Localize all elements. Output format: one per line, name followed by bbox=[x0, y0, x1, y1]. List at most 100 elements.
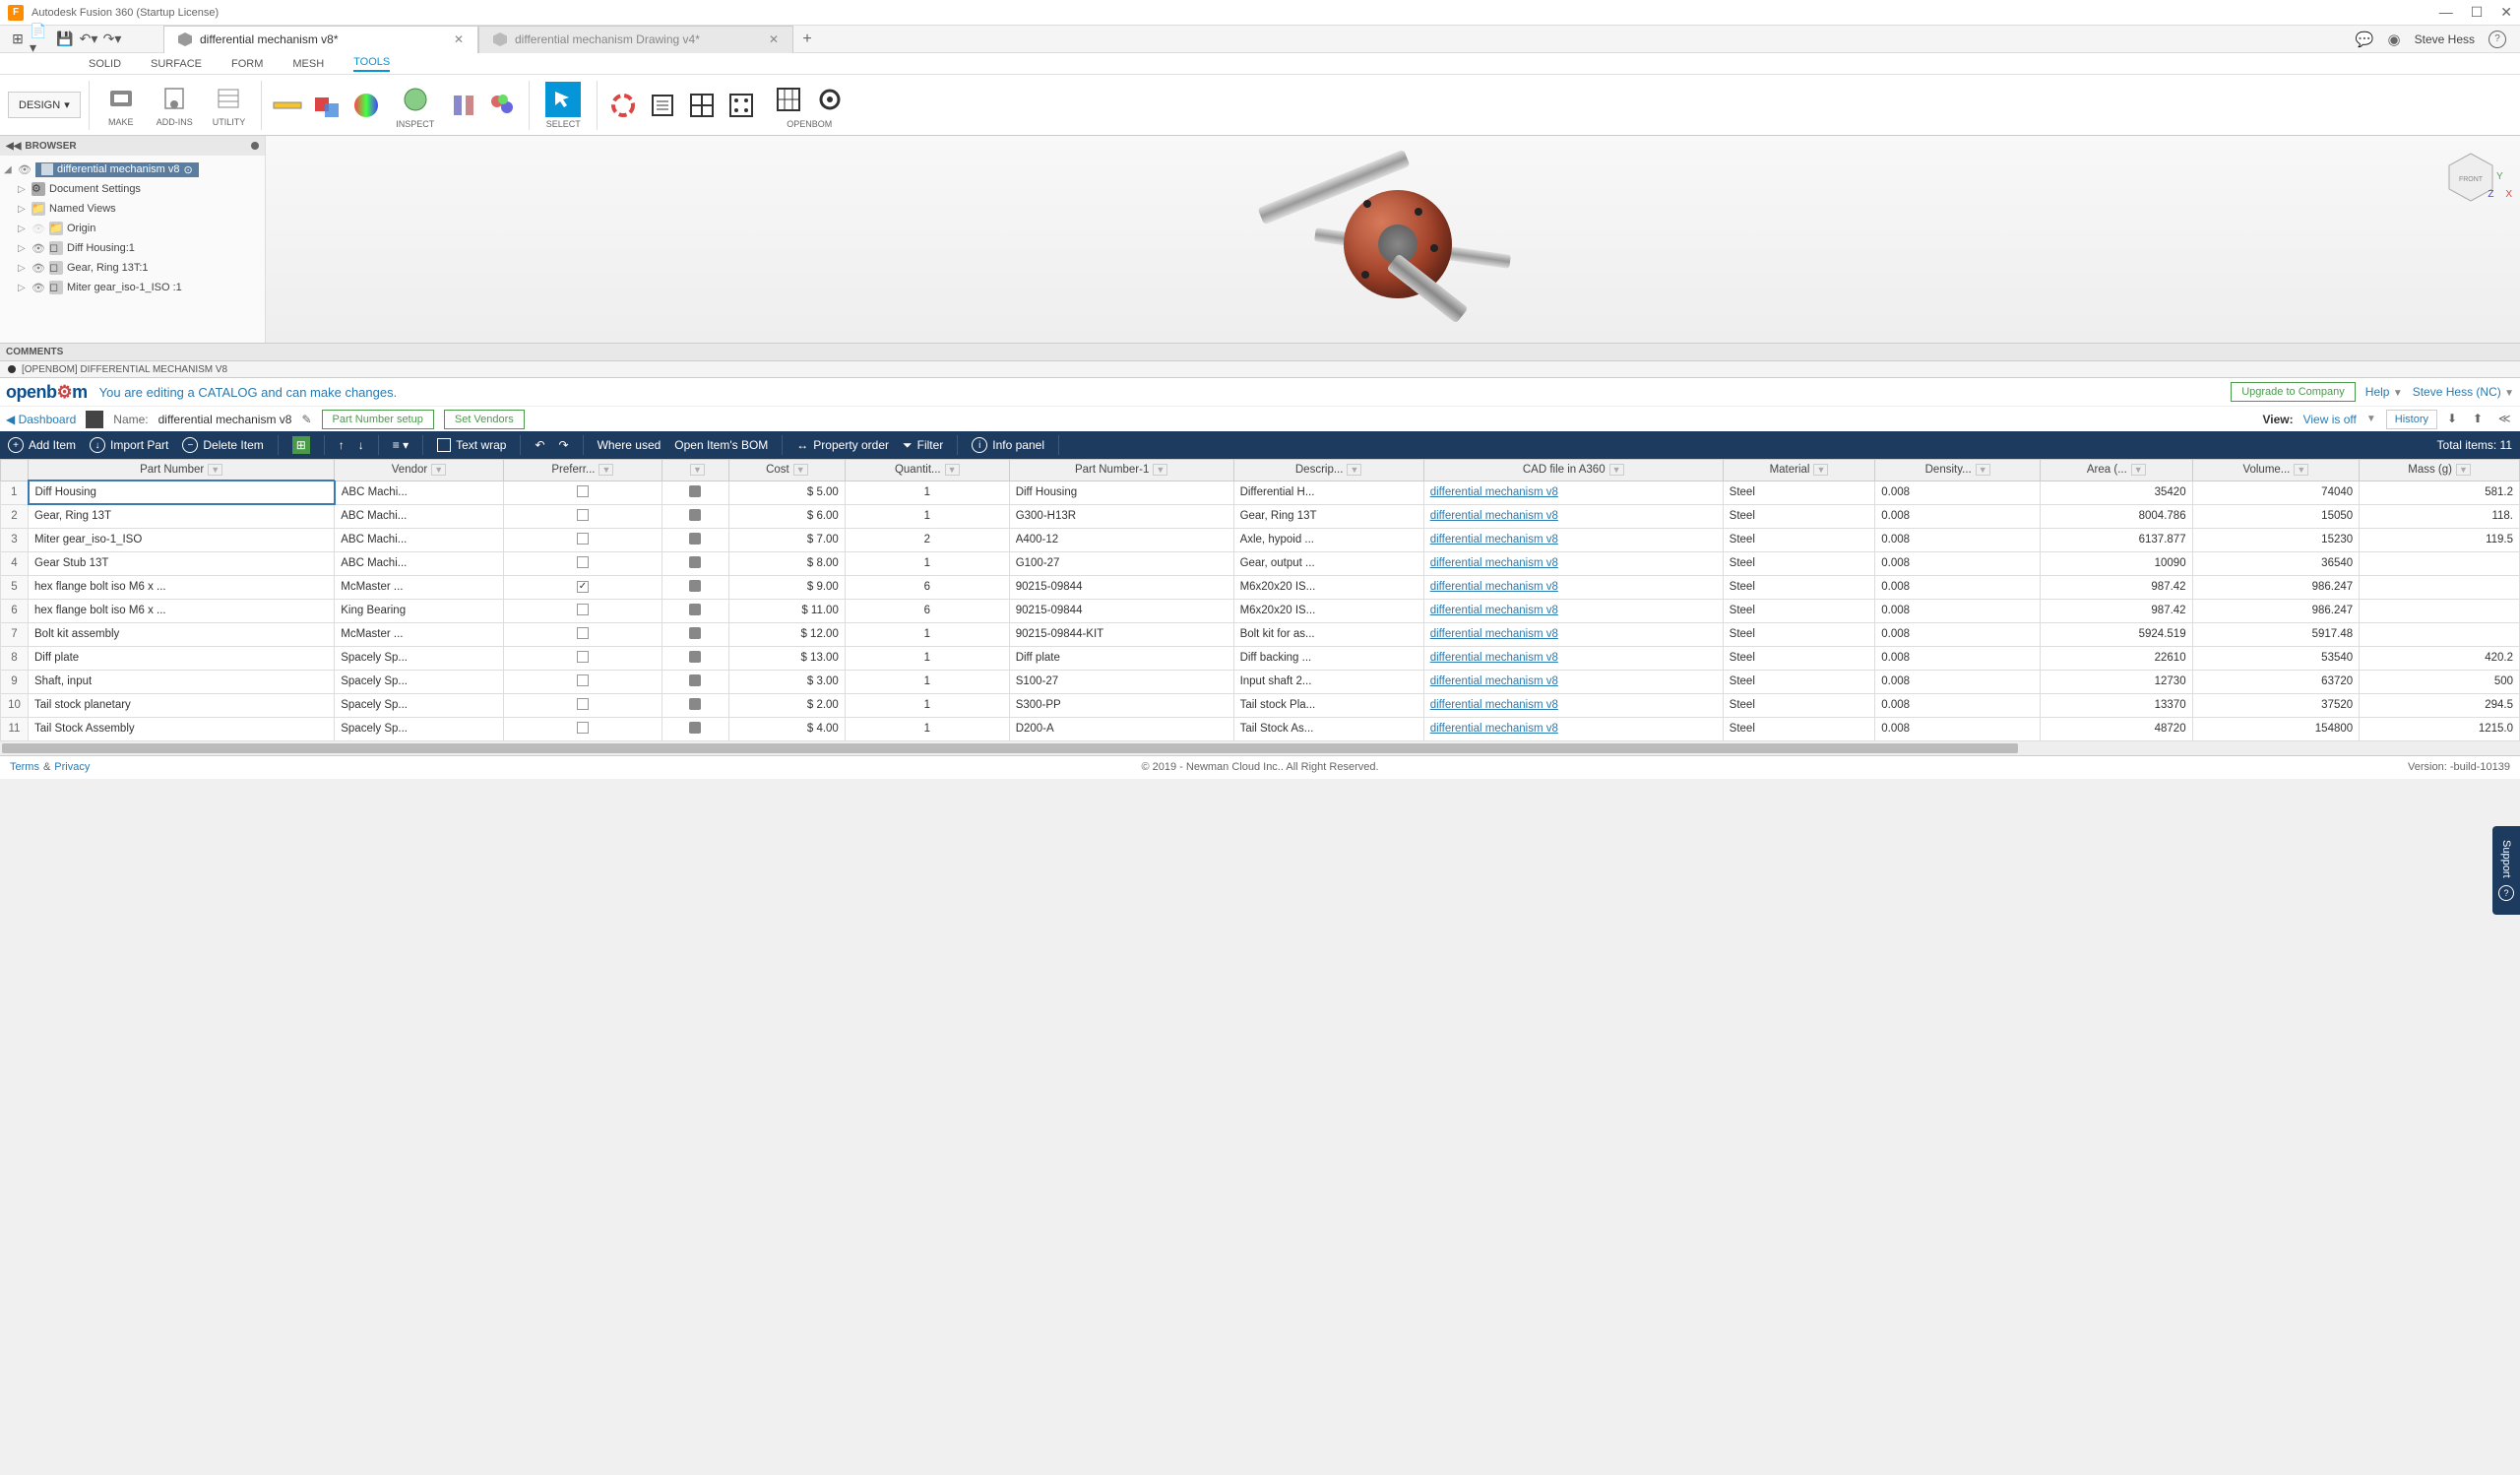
cell-thumbnail[interactable] bbox=[662, 693, 729, 717]
cell-description[interactable]: Gear, Ring 13T bbox=[1233, 504, 1423, 528]
table-row[interactable]: 9 Shaft, input Spacely Sp... $ 3.00 1 S1… bbox=[1, 670, 2520, 693]
history-button[interactable]: History bbox=[2386, 410, 2437, 429]
add-item-button[interactable]: +Add Item bbox=[8, 437, 76, 453]
cell-part-number-1[interactable]: 90215-09844 bbox=[1009, 599, 1233, 622]
cell-material[interactable]: Steel bbox=[1723, 717, 1875, 740]
cell-material[interactable]: Steel bbox=[1723, 575, 1875, 599]
cell-part-number[interactable]: Gear, Ring 13T bbox=[29, 504, 335, 528]
cell-quantity[interactable]: 1 bbox=[845, 670, 1009, 693]
cell-part-number-1[interactable]: G100-27 bbox=[1009, 551, 1233, 575]
cell-mass[interactable]: 118. bbox=[2360, 504, 2520, 528]
cell-thumbnail[interactable] bbox=[662, 481, 729, 504]
tree-node[interactable]: ▷📁Named Views bbox=[4, 199, 261, 219]
import-part-button[interactable]: ↓Import Part bbox=[90, 437, 168, 453]
new-tab-button[interactable]: + bbox=[793, 26, 821, 53]
cell-area[interactable]: 48720 bbox=[2040, 717, 2192, 740]
cell-thumbnail[interactable] bbox=[662, 717, 729, 740]
cell-thumbnail[interactable] bbox=[662, 646, 729, 670]
cell-area[interactable]: 12730 bbox=[2040, 670, 2192, 693]
dashboard-link[interactable]: ◀ Dashboard bbox=[6, 413, 76, 426]
user-name[interactable]: Steve Hess bbox=[2415, 32, 2475, 46]
undo-button[interactable]: ↶ bbox=[535, 438, 544, 452]
cell-mass[interactable] bbox=[2360, 551, 2520, 575]
text-wrap-toggle[interactable]: Text wrap bbox=[437, 438, 506, 452]
cell-area[interactable]: 13370 bbox=[2040, 693, 2192, 717]
table-row[interactable]: 7 Bolt kit assembly McMaster ... $ 12.00… bbox=[1, 622, 2520, 646]
cell-quantity[interactable]: 1 bbox=[845, 717, 1009, 740]
where-used-button[interactable]: Where used bbox=[598, 438, 662, 452]
view-state[interactable]: View is off bbox=[2303, 413, 2357, 426]
cell-volume[interactable]: 63720 bbox=[2192, 670, 2360, 693]
filter-button[interactable]: ⏷Filter bbox=[903, 438, 943, 453]
info-panel-button[interactable]: iInfo panel bbox=[972, 437, 1044, 453]
cell-thumbnail[interactable] bbox=[662, 575, 729, 599]
cell-material[interactable]: Steel bbox=[1723, 481, 1875, 504]
section-icon[interactable] bbox=[446, 88, 481, 123]
browser-header[interactable]: ◀◀ BROWSER bbox=[0, 136, 265, 156]
cell-vendor[interactable]: McMaster ... bbox=[335, 575, 503, 599]
cell-mass[interactable]: 1215.0 bbox=[2360, 717, 2520, 740]
cell-description[interactable]: M6x20x20 IS... bbox=[1233, 575, 1423, 599]
import-icon[interactable]: ⬆ bbox=[2473, 412, 2488, 427]
export-icon[interactable]: ⬇ bbox=[2447, 412, 2463, 427]
table-row[interactable]: 3 Miter gear_iso-1_ISO ABC Machi... $ 7.… bbox=[1, 528, 2520, 551]
table-row[interactable]: 11 Tail Stock Assembly Spacely Sp... $ 4… bbox=[1, 717, 2520, 740]
cell-volume[interactable]: 154800 bbox=[2192, 717, 2360, 740]
ribbon-tab-mesh[interactable]: MESH bbox=[292, 58, 324, 70]
cell-volume[interactable]: 74040 bbox=[2192, 481, 2360, 504]
view-dropdown-icon[interactable]: ▼ bbox=[2366, 414, 2376, 424]
cell-vendor[interactable]: Spacely Sp... bbox=[335, 670, 503, 693]
cell-volume[interactable]: 5917.48 bbox=[2192, 622, 2360, 646]
cell-preferred[interactable] bbox=[503, 551, 662, 575]
cell-density[interactable]: 0.008 bbox=[1875, 481, 2041, 504]
cell-description[interactable]: Input shaft 2... bbox=[1233, 670, 1423, 693]
move-up-button[interactable]: ↑ bbox=[339, 438, 345, 452]
cell-part-number[interactable]: Diff Housing bbox=[29, 481, 335, 504]
cell-material[interactable]: Steel bbox=[1723, 528, 1875, 551]
utility-icon[interactable] bbox=[213, 84, 244, 115]
cell-part-number-1[interactable]: G300-H13R bbox=[1009, 504, 1233, 528]
col-header[interactable]: Mass (g)▼ bbox=[2360, 460, 2520, 481]
cell-material[interactable]: Steel bbox=[1723, 646, 1875, 670]
tab-close-icon[interactable]: ✕ bbox=[769, 32, 779, 46]
grid2-icon[interactable] bbox=[724, 88, 759, 123]
cell-mass[interactable]: 119.5 bbox=[2360, 528, 2520, 551]
cell-part-number-1[interactable]: D200-A bbox=[1009, 717, 1233, 740]
cell-material[interactable]: Steel bbox=[1723, 599, 1875, 622]
cell-part-number-1[interactable]: 90215-09844-KIT bbox=[1009, 622, 1233, 646]
cell-preferred[interactable] bbox=[503, 481, 662, 504]
cell-description[interactable]: Axle, hypoid ... bbox=[1233, 528, 1423, 551]
cell-cad-link[interactable]: differential mechanism v8 bbox=[1423, 481, 1723, 504]
cell-cad-link[interactable]: differential mechanism v8 bbox=[1423, 717, 1723, 740]
cell-description[interactable]: Differential H... bbox=[1233, 481, 1423, 504]
cell-thumbnail[interactable] bbox=[662, 504, 729, 528]
user-menu[interactable]: Steve Hess (NC) ▼ bbox=[2413, 385, 2514, 399]
cell-thumbnail[interactable] bbox=[662, 528, 729, 551]
table-row[interactable]: 4 Gear Stub 13T ABC Machi... $ 8.00 1 G1… bbox=[1, 551, 2520, 575]
privacy-link[interactable]: Privacy bbox=[54, 761, 90, 773]
cell-preferred[interactable] bbox=[503, 717, 662, 740]
cell-volume[interactable]: 53540 bbox=[2192, 646, 2360, 670]
tree-root[interactable]: ◢👁 differential mechanism v8 ⊙ bbox=[4, 160, 261, 179]
cell-cost[interactable]: $ 9.00 bbox=[728, 575, 845, 599]
cell-density[interactable]: 0.008 bbox=[1875, 670, 2041, 693]
table-row[interactable]: 2 Gear, Ring 13T ABC Machi... $ 6.00 1 G… bbox=[1, 504, 2520, 528]
save-button[interactable]: 💾 bbox=[53, 28, 77, 51]
close-button[interactable]: ✕ bbox=[2500, 4, 2512, 21]
cell-quantity[interactable]: 1 bbox=[845, 504, 1009, 528]
cell-cad-link[interactable]: differential mechanism v8 bbox=[1423, 575, 1723, 599]
cell-cost[interactable]: $ 8.00 bbox=[728, 551, 845, 575]
col-header[interactable]: CAD file in A360▼ bbox=[1423, 460, 1723, 481]
cell-vendor[interactable]: ABC Machi... bbox=[335, 504, 503, 528]
col-header[interactable]: ▼ bbox=[662, 460, 729, 481]
ribbon-tab-tools[interactable]: TOOLS bbox=[353, 56, 390, 72]
cell-part-number[interactable]: hex flange bolt iso M6 x ... bbox=[29, 575, 335, 599]
grid-apps-icon[interactable]: ⊞ bbox=[6, 28, 30, 51]
cell-cost[interactable]: $ 13.00 bbox=[728, 646, 845, 670]
tree-node[interactable]: ▷👁◻Miter gear_iso-1_ISO :1 bbox=[4, 278, 261, 297]
table-row[interactable]: 6 hex flange bolt iso M6 x ... King Bear… bbox=[1, 599, 2520, 622]
col-header[interactable]: Area (...▼ bbox=[2040, 460, 2192, 481]
table-row[interactable]: 8 Diff plate Spacely Sp... $ 13.00 1 Dif… bbox=[1, 646, 2520, 670]
cell-material[interactable]: Steel bbox=[1723, 693, 1875, 717]
cell-quantity[interactable]: 1 bbox=[845, 693, 1009, 717]
